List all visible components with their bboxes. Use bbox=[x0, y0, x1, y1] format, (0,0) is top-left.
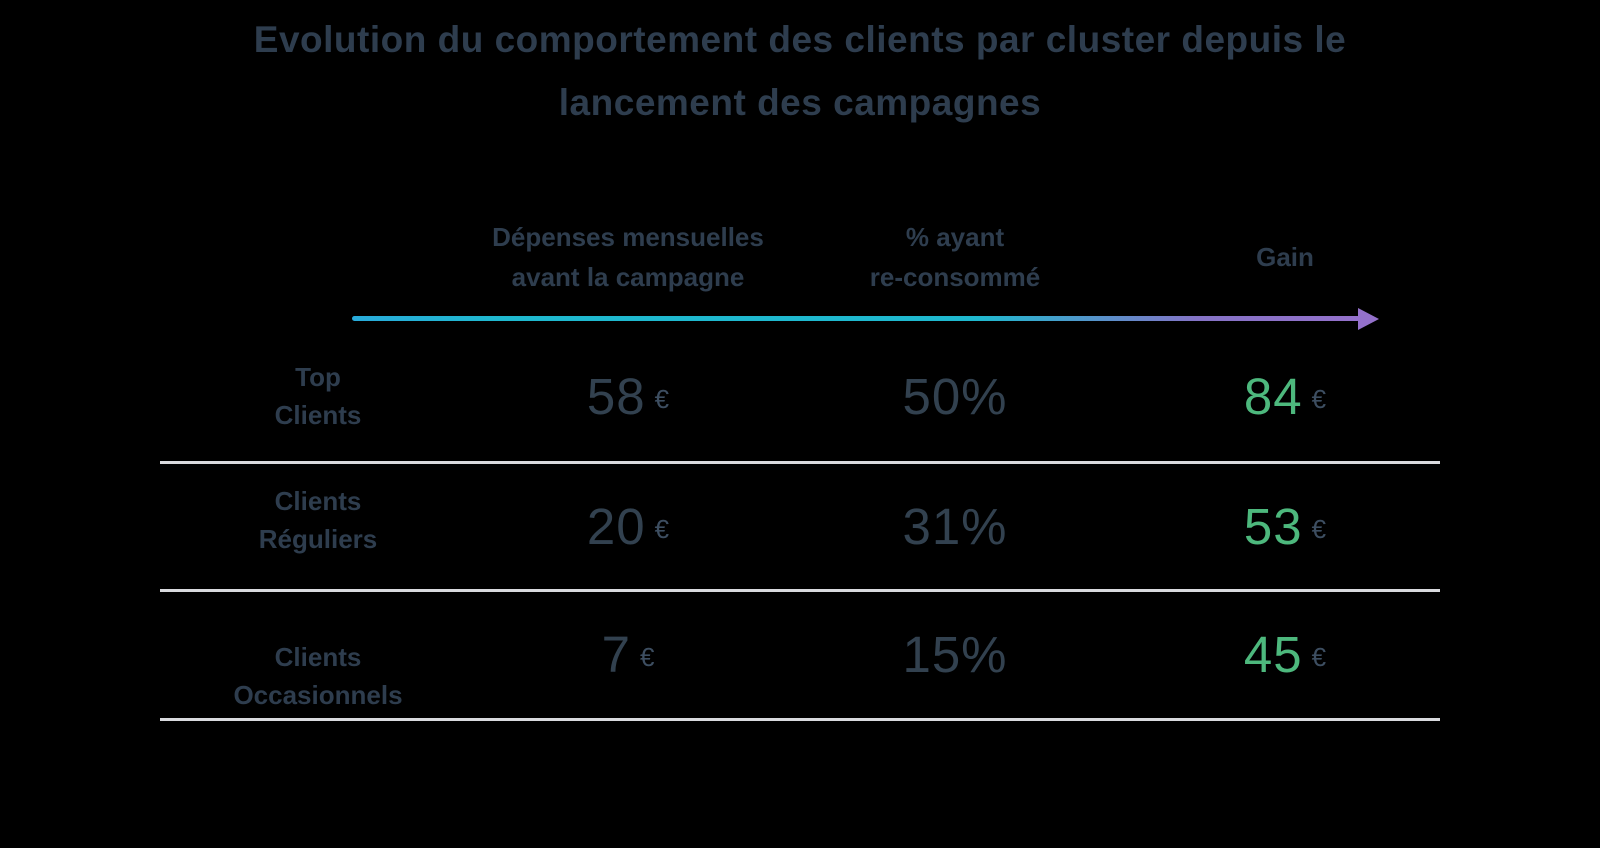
row-label-line: Top bbox=[295, 362, 341, 392]
euro-symbol: € bbox=[1311, 513, 1327, 544]
row-label-top-clients: Top Clients bbox=[160, 358, 476, 434]
cell-spend-clients-occasionnels: 7 € bbox=[476, 625, 780, 684]
row-divider bbox=[160, 461, 1440, 464]
column-header-gain-line-1: Gain bbox=[1256, 242, 1314, 272]
row-label-line: Clients bbox=[274, 400, 362, 430]
cell-gain-top-clients: 84 € bbox=[1130, 367, 1440, 426]
row-divider bbox=[160, 589, 1440, 592]
euro-symbol: € bbox=[1311, 383, 1327, 414]
pct-value: 31% bbox=[902, 497, 1008, 555]
spend-value: 20 bbox=[586, 497, 646, 555]
row-label-clients-reguliers: Clients Réguliers bbox=[160, 482, 476, 558]
row-label-clients-occasionnels: Clients Occasionnels bbox=[160, 638, 476, 714]
row-label-line: Clients bbox=[274, 641, 362, 672]
header-spacer bbox=[160, 212, 476, 302]
gain-value: 53 bbox=[1243, 497, 1303, 555]
euro-symbol: € bbox=[1311, 642, 1327, 672]
gain-value: 84 bbox=[1243, 367, 1303, 425]
gradient-arrow-line bbox=[352, 316, 1360, 321]
column-header-depenses: Dépenses mensuelles avant la campagne bbox=[476, 212, 780, 302]
pct-value: 50% bbox=[902, 367, 1008, 425]
euro-symbol: € bbox=[639, 642, 655, 672]
gradient-arrow-head-icon bbox=[1358, 308, 1379, 330]
column-header-depenses-line-1: Dépenses mensuelles bbox=[492, 222, 764, 252]
column-header-gain: Gain bbox=[1130, 212, 1440, 302]
pct-value: 15% bbox=[902, 626, 1008, 683]
table-body: Top Clients 58 € 50% 84 € Clients Régulier… bbox=[160, 330, 1440, 719]
page-title-line-2: lancement des campagnes bbox=[558, 82, 1042, 123]
cell-pct-top-clients: 50% bbox=[780, 367, 1130, 426]
table-header-row: Dépenses mensuelles avant la campagne % … bbox=[160, 212, 1440, 302]
row-label-line: Clients bbox=[274, 486, 362, 516]
cell-spend-clients-reguliers: 20 € bbox=[476, 497, 780, 556]
table-row-clients-reguliers: Clients Réguliers 20 € 31% 53 € bbox=[160, 462, 1440, 590]
spend-value: 7 bbox=[601, 626, 631, 683]
page-title-line-1: Evolution du comportement des clients pa… bbox=[253, 19, 1347, 60]
cell-gain-clients-occasionnels: 45 € bbox=[1130, 625, 1440, 684]
row-label-line: Réguliers bbox=[258, 524, 378, 554]
euro-symbol: € bbox=[654, 513, 670, 544]
row-divider bbox=[160, 718, 1440, 721]
cell-pct-clients-occasionnels: 15% bbox=[780, 625, 1130, 684]
row-label-line: Occasionnels bbox=[233, 679, 403, 710]
spend-value: 58 bbox=[586, 367, 646, 425]
column-header-reconsomme-line-1: % ayant bbox=[905, 222, 1005, 252]
table-row-top-clients: Top Clients 58 € 50% 84 € bbox=[160, 330, 1440, 462]
page-title: Evolution du comportement des clients pa… bbox=[0, 8, 1600, 134]
cell-spend-top-clients: 58 € bbox=[476, 367, 780, 426]
gain-value: 45 bbox=[1243, 626, 1303, 683]
column-header-reconsomme: % ayant re-consommé bbox=[780, 212, 1130, 302]
table-row-clients-occasionnels: Clients Occasionnels 7 € 15% 45 € bbox=[160, 590, 1440, 719]
column-header-depenses-line-2: avant la campagne bbox=[511, 262, 745, 292]
column-header-reconsomme-line-2: re-consommé bbox=[869, 262, 1041, 292]
cell-pct-clients-reguliers: 31% bbox=[780, 497, 1130, 556]
cell-gain-clients-reguliers: 53 € bbox=[1130, 497, 1440, 556]
euro-symbol: € bbox=[654, 383, 670, 414]
